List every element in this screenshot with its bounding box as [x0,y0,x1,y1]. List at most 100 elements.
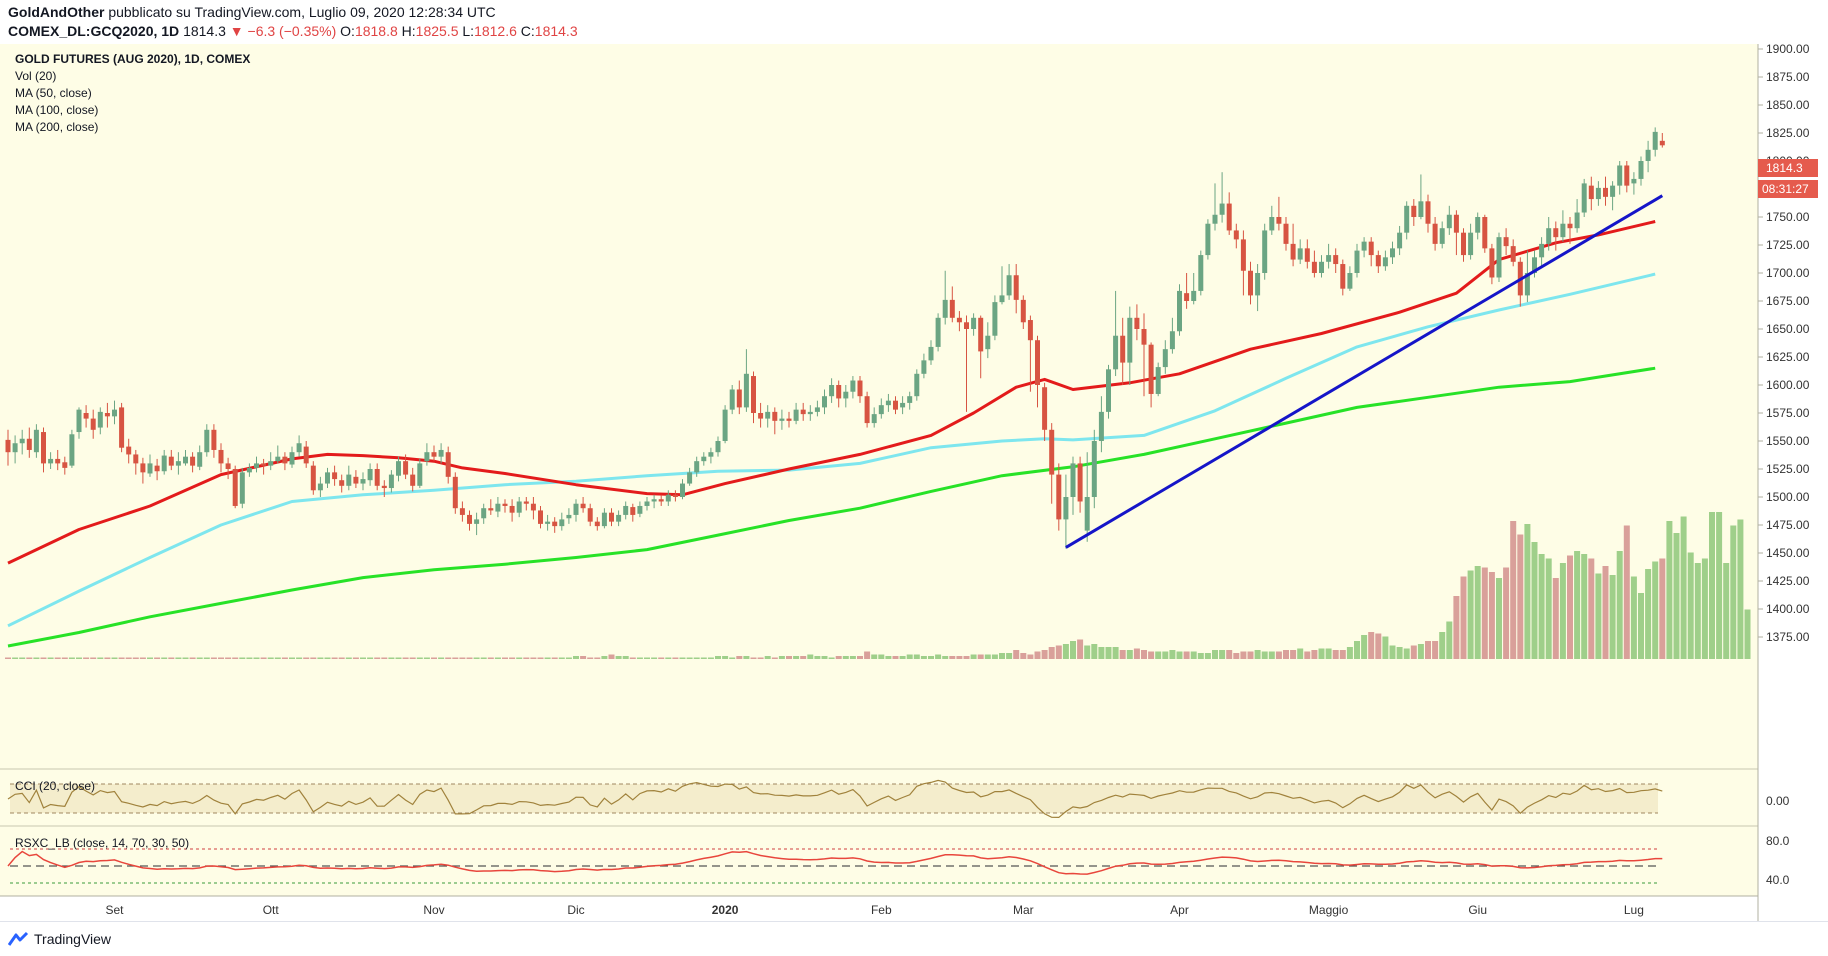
rsx-tick-40: 40.0 [1766,873,1790,887]
chart-svg[interactable]: Set Ott Nov Dic 2020 Feb Mar Apr Maggio Giu Lug 19… [0,42,1828,921]
candle-body [630,507,636,515]
time-axis-bg[interactable] [0,896,1758,921]
candle-body [509,505,515,513]
candle-body [751,376,756,413]
candle-body [1276,217,1282,224]
footer-brand[interactable]: TradingView [34,931,112,947]
volume-bar [289,657,295,659]
volume-bar [431,657,437,659]
volume-bar [1375,633,1382,659]
volume-bar [1190,651,1197,659]
cci-tick: 0.00 [1766,794,1790,808]
last-price-tag-text: 1814.3 [1766,161,1803,175]
volume-bar [1410,645,1417,659]
cci-title[interactable]: CCI (20, close) [15,779,95,793]
candle-body [1127,317,1133,363]
candle-body [1248,270,1253,296]
candle-body [530,503,536,511]
chart-area[interactable]: Set Ott Nov Dic 2020 Feb Mar Apr Maggio Giu Lug 19… [0,42,1828,921]
volume-bar [360,657,366,659]
volume-bar [1233,653,1240,659]
volume-bar [161,657,168,659]
legend-title[interactable]: GOLD FUTURES (AUG 2020), 1D, COMEX [15,52,250,66]
candle-body [1411,205,1417,217]
last-price: 1814.3 [183,23,226,39]
ma50-line [7,220,1656,565]
legend-vol[interactable]: Vol (20) [15,69,56,83]
volume-bar [12,657,19,659]
candle-body [502,503,508,506]
legend-ma100[interactable]: MA (100, close) [15,103,98,117]
legend-ma50[interactable]: MA (50, close) [15,86,92,100]
volume-bar [984,654,991,659]
candle-body [1070,463,1076,497]
volume-bar [132,657,139,659]
volume-bar [615,656,622,659]
candle-body [1354,250,1360,273]
candle-body [1368,241,1374,256]
volume-bar [395,657,402,659]
candle-body [246,467,252,473]
volume-bar [154,657,161,659]
candle-body [729,389,735,410]
volume-bar [1212,650,1218,659]
volume-bar [1077,639,1084,659]
volume-bar [686,657,693,659]
candle-body [1212,214,1218,224]
publish-info: pubblicato su TradingView.com, Luglio 09… [108,4,496,20]
cci-line [7,779,1663,819]
publish-line: GoldAndOther pubblicato su TradingView.c… [8,4,496,20]
volume-bar [76,657,82,659]
candle-body [197,452,203,467]
volume-bar [991,654,998,659]
volume-bar [1488,572,1495,659]
candle-body [1326,255,1332,262]
volume-bar [1595,573,1602,659]
volume-bar [672,657,679,659]
price-axis-ticks[interactable]: 1900.001875.001850.001825.001800.001775.… [1758,42,1810,644]
candle-body [907,396,913,403]
candle-body [1049,429,1055,475]
tradingview-logo-icon[interactable] [8,931,30,947]
low-value: 1812.6 [474,23,517,39]
volume-bar [1275,651,1282,659]
candle-body [388,474,394,489]
volume-bar [473,657,480,659]
candle-body [1539,243,1545,258]
candle-body [694,461,700,473]
volume-bar [210,657,217,659]
candle-body [1148,344,1154,394]
legend-ma200[interactable]: MA (200, close) [15,120,98,134]
volume-bar [1254,650,1261,659]
candle-body [594,521,600,527]
volume-bar [182,657,189,659]
candle-body [1162,349,1168,368]
candle-body [424,452,430,462]
volume-bar [1197,653,1204,659]
candle-body [175,461,181,466]
volume-bar [40,657,47,659]
volume-bar [480,657,487,659]
trendline[interactable] [1065,194,1664,549]
volume-bar [367,657,374,659]
candle-body [651,499,657,502]
candle-body [431,452,437,457]
trendline-layer[interactable] [1065,194,1664,549]
volume-bar [1283,650,1289,659]
rsx-title[interactable]: RSXC_LB (close, 14, 70, 30, 50) [15,836,189,850]
volume-bar [771,657,778,659]
symbol-label[interactable]: COMEX_DL:GCQ2020, 1D [8,23,180,39]
volume-bar [374,657,381,659]
candle-body [878,405,884,415]
candle-body [303,446,309,464]
candle-body [956,317,962,323]
volume-bar [345,657,352,659]
volume-bar [1048,647,1055,659]
candle-body [112,409,117,417]
volume-bar [1261,651,1268,659]
volume-bar [1006,653,1013,659]
candle-body [445,452,451,477]
candle-body [885,400,891,406]
candle-body [1588,185,1594,200]
author-name[interactable]: GoldAndOther [8,4,105,20]
